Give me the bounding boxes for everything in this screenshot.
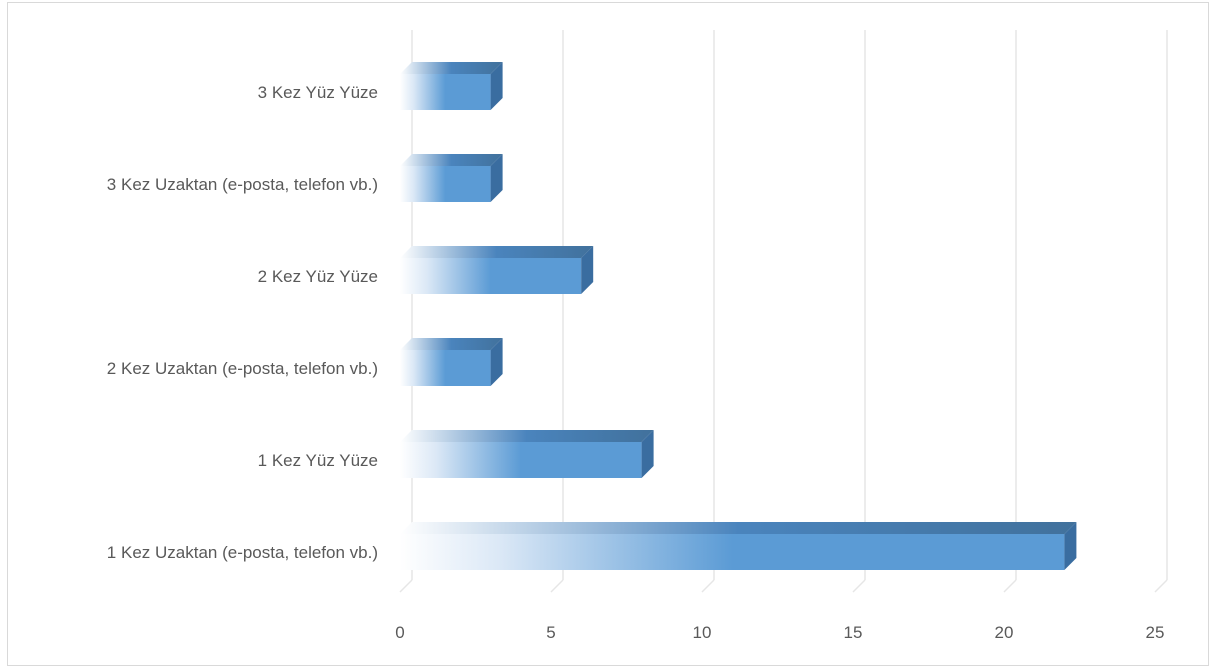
bar-side-face (490, 62, 503, 110)
gridline-floor (852, 579, 866, 593)
bar (400, 258, 582, 294)
x-tick-label: 25 (1146, 623, 1165, 642)
bar-side-face (581, 246, 594, 294)
bar (400, 166, 491, 202)
x-axis-tick-labels: 0 5 10 15 20 25 (395, 623, 1164, 642)
bar-top-face (400, 338, 503, 350)
x-tick-label: 5 (546, 623, 555, 642)
bar-top-face (400, 246, 594, 258)
x-tick-label: 20 (995, 623, 1014, 642)
x-tick-label: 10 (693, 623, 712, 642)
bar-side-face (490, 154, 503, 202)
bar-top-face (400, 522, 1077, 534)
x-tick-label: 15 (844, 623, 863, 642)
bar-top-face (400, 62, 503, 74)
bar-side-face (1064, 522, 1077, 570)
bar (400, 350, 491, 386)
x-tick-label: 0 (395, 623, 404, 642)
category-label: 1 Kez Yüz Yüze (258, 451, 378, 470)
bar-side-face (490, 338, 503, 386)
gridline-floor (1003, 579, 1017, 593)
category-label: 1 Kez Uzaktan (e-posta, telefon vb.) (107, 543, 378, 562)
category-label: 2 Kez Uzaktan (e-posta, telefon vb.) (107, 359, 378, 378)
gridline-floor (550, 579, 564, 593)
bar-top-face (400, 154, 503, 166)
bars (400, 62, 1077, 570)
category-label: 3 Kez Uzaktan (e-posta, telefon vb.) (107, 175, 378, 194)
category-label: 3 Kez Yüz Yüze (258, 83, 378, 102)
gridlines (399, 30, 1168, 593)
bar (400, 442, 642, 478)
gridline-floor (1154, 579, 1168, 593)
bar-top-face (400, 430, 654, 442)
bar-side-face (641, 430, 654, 478)
category-label: 2 Kez Yüz Yüze (258, 267, 378, 286)
gridline-floor (701, 579, 715, 593)
bar (400, 534, 1065, 570)
gridline-floor (399, 579, 413, 593)
bar (400, 74, 491, 110)
category-labels: 1 Kez Uzaktan (e-posta, telefon vb.) 1 Ke… (107, 83, 378, 562)
